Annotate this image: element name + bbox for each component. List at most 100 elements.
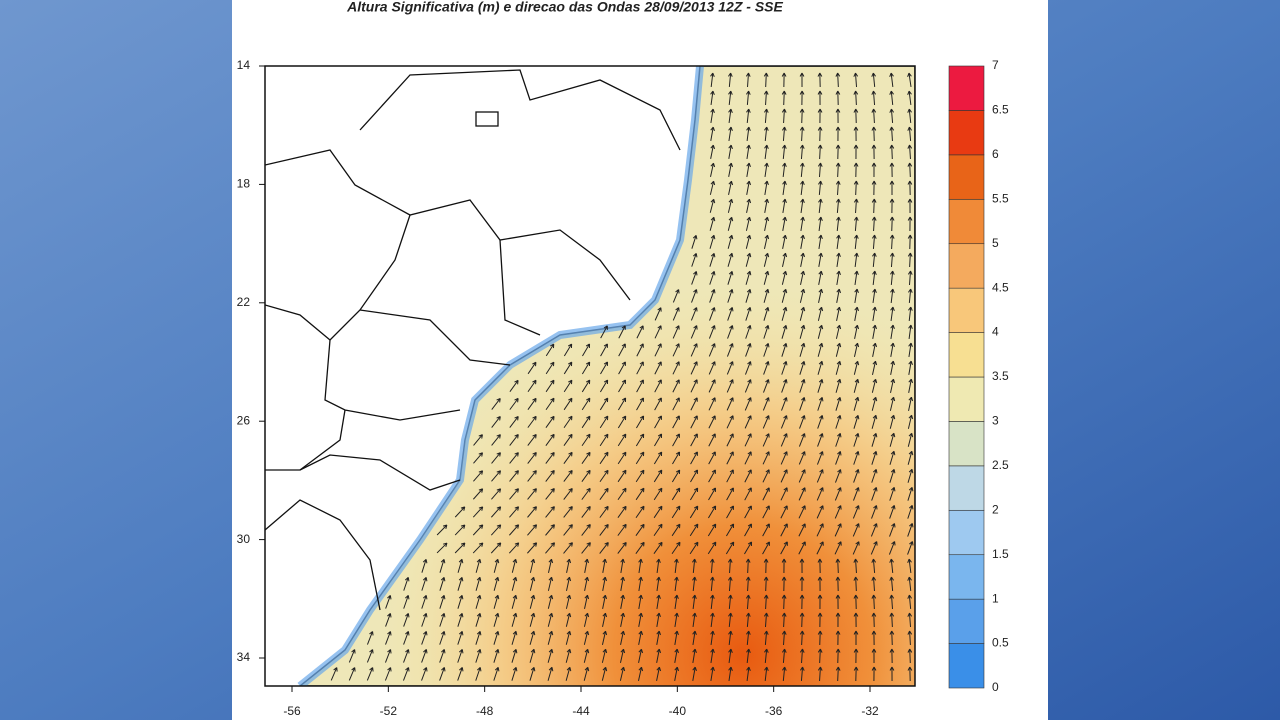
colorbar-label: 2.5 bbox=[992, 458, 1009, 472]
arrow bbox=[817, 433, 824, 447]
arrow bbox=[798, 487, 806, 501]
arrow bbox=[889, 252, 895, 268]
arrow bbox=[707, 505, 717, 519]
arrow bbox=[692, 630, 697, 645]
arrow bbox=[854, 306, 859, 321]
arrow bbox=[908, 324, 913, 340]
arrow bbox=[745, 343, 752, 357]
arrow bbox=[563, 379, 573, 393]
arrow bbox=[763, 324, 770, 339]
arrow bbox=[763, 612, 769, 628]
arrow bbox=[620, 594, 626, 609]
arrow bbox=[890, 270, 895, 286]
arrow bbox=[690, 469, 699, 483]
arrow bbox=[836, 216, 841, 232]
colorbar-label: 3 bbox=[992, 414, 999, 428]
arrow bbox=[746, 108, 751, 124]
arrow bbox=[672, 361, 680, 375]
arrow bbox=[817, 108, 823, 124]
arrow bbox=[853, 630, 859, 646]
arrow bbox=[889, 126, 895, 142]
arrow bbox=[781, 397, 788, 411]
arrow bbox=[835, 612, 841, 628]
arrow bbox=[493, 594, 500, 609]
arrow bbox=[583, 630, 590, 645]
arrow bbox=[689, 505, 699, 519]
arrow bbox=[889, 216, 895, 232]
arrow bbox=[403, 649, 410, 663]
arrow bbox=[690, 325, 698, 339]
arrow bbox=[457, 576, 464, 591]
arrow bbox=[545, 433, 555, 446]
arrow bbox=[491, 452, 501, 464]
arrow bbox=[907, 234, 913, 250]
arrow bbox=[763, 90, 769, 106]
map-frame bbox=[264, 65, 916, 687]
arrow bbox=[800, 252, 806, 267]
arrow bbox=[854, 252, 859, 268]
arrow bbox=[763, 361, 770, 375]
arrow bbox=[439, 594, 446, 609]
arrow bbox=[600, 361, 609, 375]
arrow bbox=[617, 487, 627, 501]
arrow bbox=[654, 361, 662, 375]
arrow bbox=[457, 630, 464, 645]
arrow bbox=[493, 612, 500, 627]
arrow bbox=[709, 270, 716, 285]
arrow bbox=[708, 343, 716, 357]
arrow bbox=[421, 558, 428, 573]
arrow bbox=[782, 666, 787, 682]
arrow bbox=[835, 90, 841, 106]
arrow bbox=[745, 594, 751, 610]
arrow bbox=[818, 234, 823, 249]
arrow bbox=[527, 488, 537, 500]
arrow bbox=[763, 379, 770, 393]
arrow bbox=[545, 506, 555, 518]
arrow bbox=[710, 162, 716, 177]
arrow bbox=[871, 396, 878, 411]
arrow bbox=[889, 432, 896, 447]
arrow bbox=[762, 397, 770, 411]
arrow bbox=[907, 541, 914, 555]
arrow bbox=[889, 666, 895, 682]
arrow bbox=[835, 630, 841, 646]
arrow bbox=[403, 595, 410, 609]
arrow bbox=[527, 524, 538, 536]
arrow bbox=[654, 307, 662, 321]
arrow bbox=[799, 288, 806, 303]
arrow bbox=[635, 415, 645, 429]
arrow bbox=[799, 324, 806, 339]
arrow bbox=[599, 469, 609, 483]
arrow bbox=[727, 594, 733, 610]
arrow bbox=[710, 648, 715, 663]
arrow bbox=[563, 397, 573, 411]
arrow bbox=[602, 576, 608, 591]
arrow bbox=[707, 541, 717, 555]
arrow bbox=[817, 360, 824, 375]
arrow bbox=[907, 594, 913, 610]
arrow bbox=[763, 306, 770, 321]
arrow bbox=[763, 288, 770, 303]
arrow bbox=[889, 648, 895, 664]
map-title: Altura Significativa (m) e direcao das O… bbox=[346, 0, 783, 15]
arrow bbox=[889, 162, 895, 178]
arrow bbox=[725, 541, 735, 555]
arrow bbox=[708, 415, 716, 429]
arrow bbox=[817, 415, 824, 429]
arrow bbox=[817, 648, 823, 664]
arrow bbox=[799, 144, 805, 160]
arrow bbox=[472, 506, 484, 518]
arrow bbox=[871, 414, 878, 429]
arrow bbox=[709, 558, 715, 574]
arrow bbox=[800, 198, 805, 214]
arrow bbox=[674, 630, 679, 645]
arrow bbox=[762, 505, 770, 519]
arrow bbox=[690, 451, 698, 465]
arrow bbox=[545, 379, 555, 393]
arrow bbox=[889, 505, 896, 519]
arrow bbox=[834, 505, 842, 519]
arrow bbox=[674, 594, 679, 610]
colorbar-label: 6 bbox=[992, 147, 999, 161]
arrow bbox=[583, 648, 590, 663]
arrow bbox=[853, 216, 859, 232]
